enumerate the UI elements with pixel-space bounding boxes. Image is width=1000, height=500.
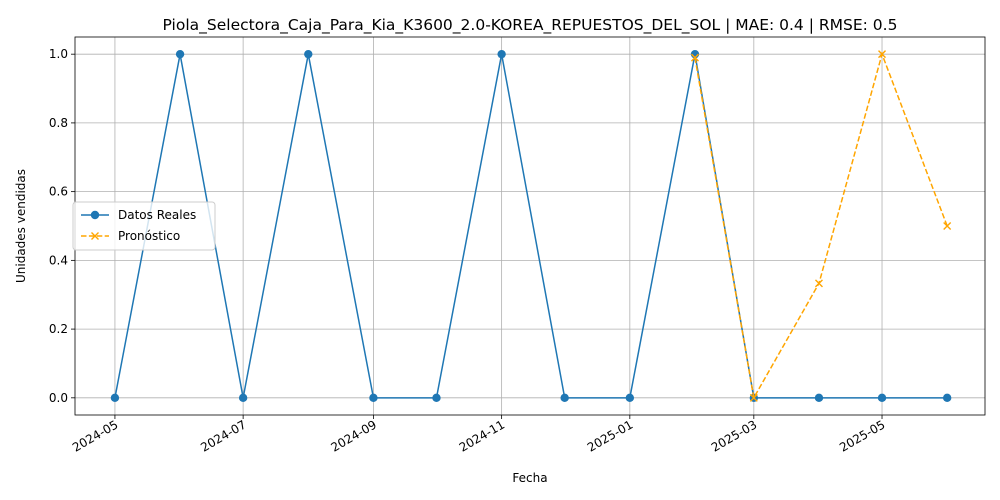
legend-box [72, 201, 216, 251]
data-point [878, 50, 887, 59]
legend-marker [90, 210, 100, 220]
data-point [877, 393, 887, 403]
data-point [432, 393, 441, 403]
data-point [497, 49, 506, 59]
data-point [238, 393, 248, 403]
y-axis-title: Unidades vendidas [14, 169, 28, 283]
grid [75, 37, 985, 415]
data-point [943, 222, 952, 230]
y-tick-label: 0.8 [49, 116, 68, 130]
series [110, 49, 952, 403]
data-point [110, 393, 120, 403]
data-point [175, 49, 185, 59]
legend: Datos Reales Pronóstico [72, 201, 216, 251]
chart-title: Piola_Selectora_Caja_Para_Kia_K3600_2.0-… [163, 16, 898, 35]
legend-label: Datos Reales [118, 208, 196, 222]
data-point [749, 393, 758, 402]
data-point [690, 53, 699, 62]
series-0 [110, 49, 952, 403]
y-tick-label: 0.0 [49, 391, 68, 405]
data-point [814, 393, 824, 403]
data-point [814, 279, 823, 288]
y-tick-label: 0.2 [49, 322, 68, 336]
x-tick-label: 2024-05 [70, 417, 120, 454]
data-point [369, 393, 378, 403]
y-tick-label: 0.4 [49, 253, 68, 267]
data-point [304, 49, 313, 59]
data-point [625, 393, 635, 403]
x-tick-label: 2025-03 [709, 417, 759, 454]
legend-label: Pronóstico [118, 229, 180, 243]
data-point [942, 393, 952, 403]
x-tick-label: 2024-11 [457, 417, 507, 454]
series-line [694, 51, 948, 401]
x-tick-label: 2025-05 [837, 417, 887, 454]
y-tick-label: 0.6 [49, 185, 68, 199]
x-axis-title: Fecha [512, 471, 547, 485]
x-tick-label: 2024-09 [329, 417, 379, 454]
series-1 [690, 50, 952, 402]
axis-ticks: 2024-05 2024-07 2024-09 2024-11 2025-01 2025-… [49, 47, 888, 454]
x-tick-label: 2024-07 [198, 417, 248, 454]
legend-marker [91, 232, 99, 240]
y-tick-label: 1.0 [49, 47, 68, 61]
data-point [560, 393, 569, 403]
series-line [114, 54, 948, 399]
x-tick-label: 2025-01 [585, 417, 635, 454]
